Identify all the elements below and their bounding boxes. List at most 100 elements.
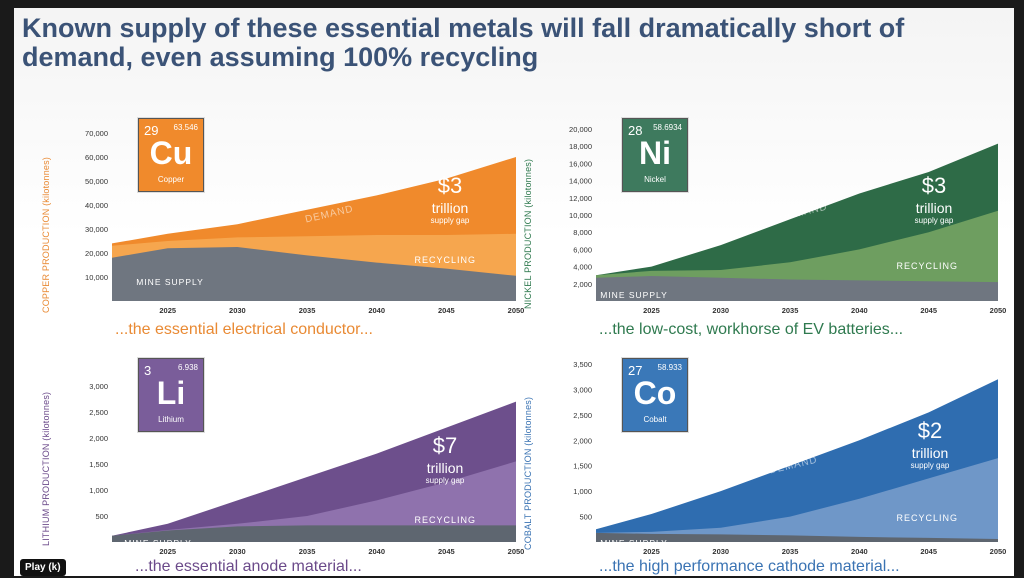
element-tile: 28 58.6934 Ni Nickel	[622, 118, 688, 192]
chart-tagline: ...the essential anode material...	[135, 558, 362, 575]
series-area-mine-supply	[112, 247, 516, 301]
y-tick-label: 3,000	[573, 385, 592, 394]
slide: Known supply of these essential metals w…	[14, 8, 1014, 576]
gap-label: supply gap	[426, 476, 465, 485]
y-tick-label: 40,000	[85, 201, 108, 210]
series-label-recycling: RECYCLING	[414, 515, 476, 525]
y-tick-label: 20,000	[569, 125, 592, 134]
page-title: Known supply of these essential metals w…	[22, 13, 905, 72]
y-tick-label: 30,000	[85, 225, 108, 234]
series-area-mine-supply	[596, 532, 998, 542]
x-tick-label: 2040	[368, 306, 385, 315]
y-axis-label: NICKEL PRODUCTION (kilotonnes)	[523, 158, 533, 309]
gap-amount: $2	[918, 418, 942, 443]
series-label-mine-supply: MINE SUPPLY	[600, 538, 668, 548]
series-area-mine-supply	[112, 525, 516, 542]
chart-svg: 500 1,000 1,500 2,000 2,500 3,000 2025 2030 2035…	[89, 382, 525, 556]
atomic-mass: 63.546	[173, 123, 198, 132]
y-tick-label: 3,000	[89, 382, 108, 391]
y-tick-label: 500	[579, 513, 592, 522]
gap-unit: trillion	[912, 445, 949, 461]
atomic-number: 3	[144, 363, 152, 378]
y-tick-label: 4,000	[573, 263, 592, 272]
atomic-number: 29	[144, 123, 159, 138]
y-tick-label: 18,000	[569, 142, 592, 151]
y-tick-label: 1,000	[89, 486, 108, 495]
y-tick-label: 6,000	[573, 245, 592, 254]
y-tick-label: 1,500	[573, 462, 592, 471]
x-tick-label: 2030	[712, 306, 729, 315]
element-name: Lithium	[158, 415, 184, 424]
series-label-recycling: RECYCLING	[414, 255, 476, 265]
chart-svg: 10,000 20,000 30,000 40,000 50,000 60,000 70,0…	[85, 129, 525, 315]
x-tick-label: 2040	[851, 306, 868, 315]
x-tick-label: 2045	[920, 547, 937, 556]
element-tile: 29 63.546 Cu Copper	[138, 118, 204, 192]
y-tick-label: 2,000	[573, 280, 592, 289]
element-tile: 27 58.933 Co Cobalt	[622, 358, 688, 432]
series-label-mine-supply: MINE SUPPLY	[600, 290, 668, 300]
y-tick-label: 500	[95, 512, 108, 521]
series-label-recycling: RECYCLING	[896, 261, 958, 271]
atomic-number: 27	[628, 363, 643, 378]
y-tick-label: 10,000	[569, 211, 592, 220]
y-tick-label: 1,500	[89, 460, 108, 469]
atomic-number: 28	[628, 123, 643, 138]
gap-amount: $3	[922, 173, 946, 198]
x-tick-label: 2035	[299, 547, 316, 556]
y-tick-label: 16,000	[569, 159, 592, 168]
x-tick-label: 2040	[368, 547, 385, 556]
x-tick-label: 2045	[438, 547, 455, 556]
chart-tagline: ...the low-cost, workhorse of EV batteri…	[599, 321, 904, 338]
chart-tagline: ...the essential electrical conductor...	[115, 321, 373, 338]
element-tile: 3 6.938 Li Lithium	[138, 358, 204, 432]
chart-svg: 2,000 4,000 6,000 8,000 10,000 12,000 14,000 16…	[569, 125, 1007, 315]
series-area-recycling	[596, 458, 998, 542]
y-tick-label: 2,000	[573, 436, 592, 445]
series-label-mine-supply: MINE SUPPLY	[136, 277, 204, 287]
x-tick-label: 2045	[438, 306, 455, 315]
atomic-mass: 58.933	[657, 363, 682, 372]
gap-amount: $7	[433, 433, 457, 458]
series-label-recycling: RECYCLING	[896, 513, 958, 523]
y-tick-label: 12,000	[569, 194, 592, 203]
chart-panel-copper: 10,000 20,000 30,000 40,000 50,000 60,000 70,0…	[41, 113, 530, 343]
y-tick-label: 70,000	[85, 129, 108, 138]
x-tick-label: 2050	[508, 547, 525, 556]
x-tick-label: 2030	[712, 547, 729, 556]
x-tick-label: 2050	[508, 306, 525, 315]
chart-svg: 500 1,000 1,500 2,000 2,500 3,000 3,500 2025 203…	[573, 360, 1006, 556]
x-tick-label: 2050	[990, 306, 1007, 315]
play-button[interactable]: Play (k)	[20, 559, 66, 576]
x-tick-label: 2045	[920, 306, 937, 315]
x-tick-label: 2025	[643, 306, 660, 315]
x-tick-label: 2035	[299, 306, 316, 315]
x-tick-label: 2025	[159, 306, 176, 315]
element-name: Nickel	[644, 175, 666, 184]
gap-label: supply gap	[911, 461, 950, 470]
element-symbol: Co	[633, 375, 677, 411]
y-axis-label: LITHIUM PRODUCTION (kilotonnes)	[41, 391, 51, 546]
series-area-mine-supply	[596, 276, 998, 301]
chart-tagline: ...the high performance cathode material…	[599, 558, 900, 575]
y-tick-label: 60,000	[85, 153, 108, 162]
y-tick-label: 10,000	[85, 273, 108, 282]
gap-unit: trillion	[427, 460, 464, 476]
x-tick-label: 2030	[229, 547, 246, 556]
gap-amount: $3	[438, 173, 462, 198]
y-tick-label: 1,000	[573, 487, 592, 496]
gap-unit: trillion	[916, 200, 953, 216]
element-symbol: Cu	[149, 135, 193, 171]
x-tick-label: 2040	[851, 547, 868, 556]
y-tick-label: 8,000	[573, 228, 592, 237]
y-axis-label: COPPER PRODUCTION (kilotonnes)	[41, 156, 51, 313]
y-tick-label: 50,000	[85, 177, 108, 186]
chart-panel-lithium: 500 1,000 1,500 2,000 2,500 3,000 2025 2030 2035…	[41, 348, 530, 578]
element-name: Cobalt	[643, 415, 667, 424]
y-tick-label: 2,500	[573, 411, 592, 420]
x-tick-label: 2025	[643, 547, 660, 556]
y-axis-label: COBALT PRODUCTION (kilotonnes)	[523, 396, 533, 550]
element-symbol: Li	[156, 375, 186, 411]
element-symbol: Ni	[639, 135, 671, 171]
series-label-mine-supply: MINE SUPPLY	[124, 538, 192, 548]
